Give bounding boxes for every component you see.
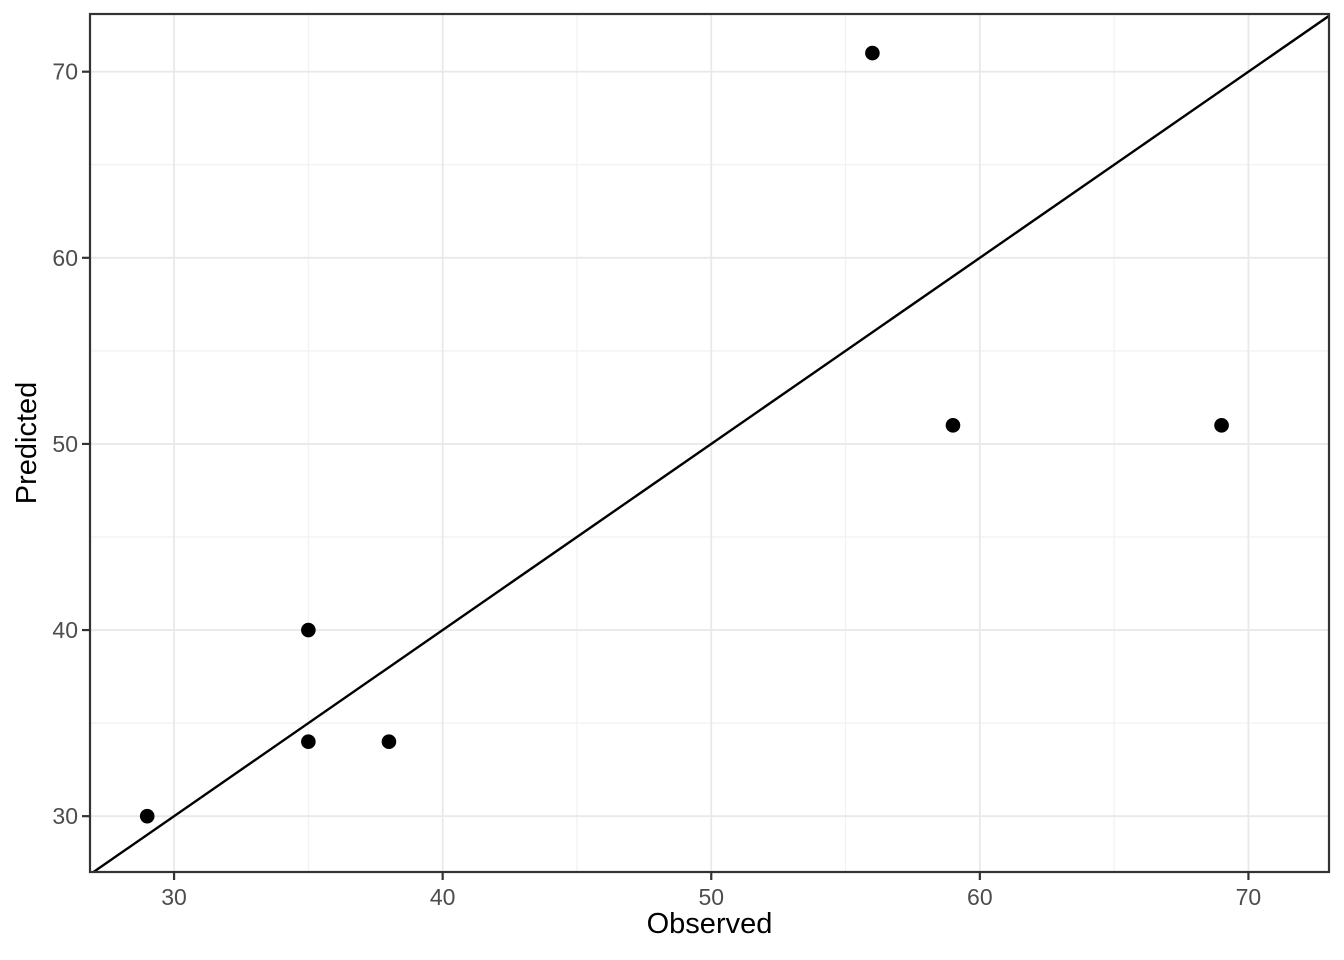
data-point: [1214, 418, 1229, 433]
y-axis: 30 40 50 60 70: [52, 59, 90, 829]
y-tick-label: 70: [52, 59, 78, 85]
identity-line-group: [91, 14, 1329, 872]
x-axis-title: Observed: [647, 908, 773, 940]
data-point: [865, 45, 880, 61]
y-axis-title: Predicted: [11, 382, 43, 505]
data-point: [381, 734, 397, 750]
x-tick-label: 70: [1236, 884, 1262, 910]
y-tick-label: 50: [52, 431, 78, 457]
grid-minor: [90, 14, 1329, 872]
x-tick-label: 50: [698, 884, 724, 910]
x-axis: 30 40 50 60 70: [161, 872, 1261, 910]
data-point: [301, 622, 316, 638]
x-tick-label: 30: [161, 884, 187, 910]
x-tick-label: 60: [967, 884, 993, 910]
data-point: [139, 808, 155, 824]
y-tick-label: 30: [52, 803, 78, 829]
identity-line: [91, 14, 1329, 872]
data-points: [139, 45, 1229, 824]
data-point: [945, 418, 961, 433]
data-point: [301, 734, 316, 750]
x-tick-label: 40: [430, 884, 456, 910]
y-tick-label: 60: [52, 245, 78, 271]
y-tick-label: 40: [52, 617, 78, 643]
